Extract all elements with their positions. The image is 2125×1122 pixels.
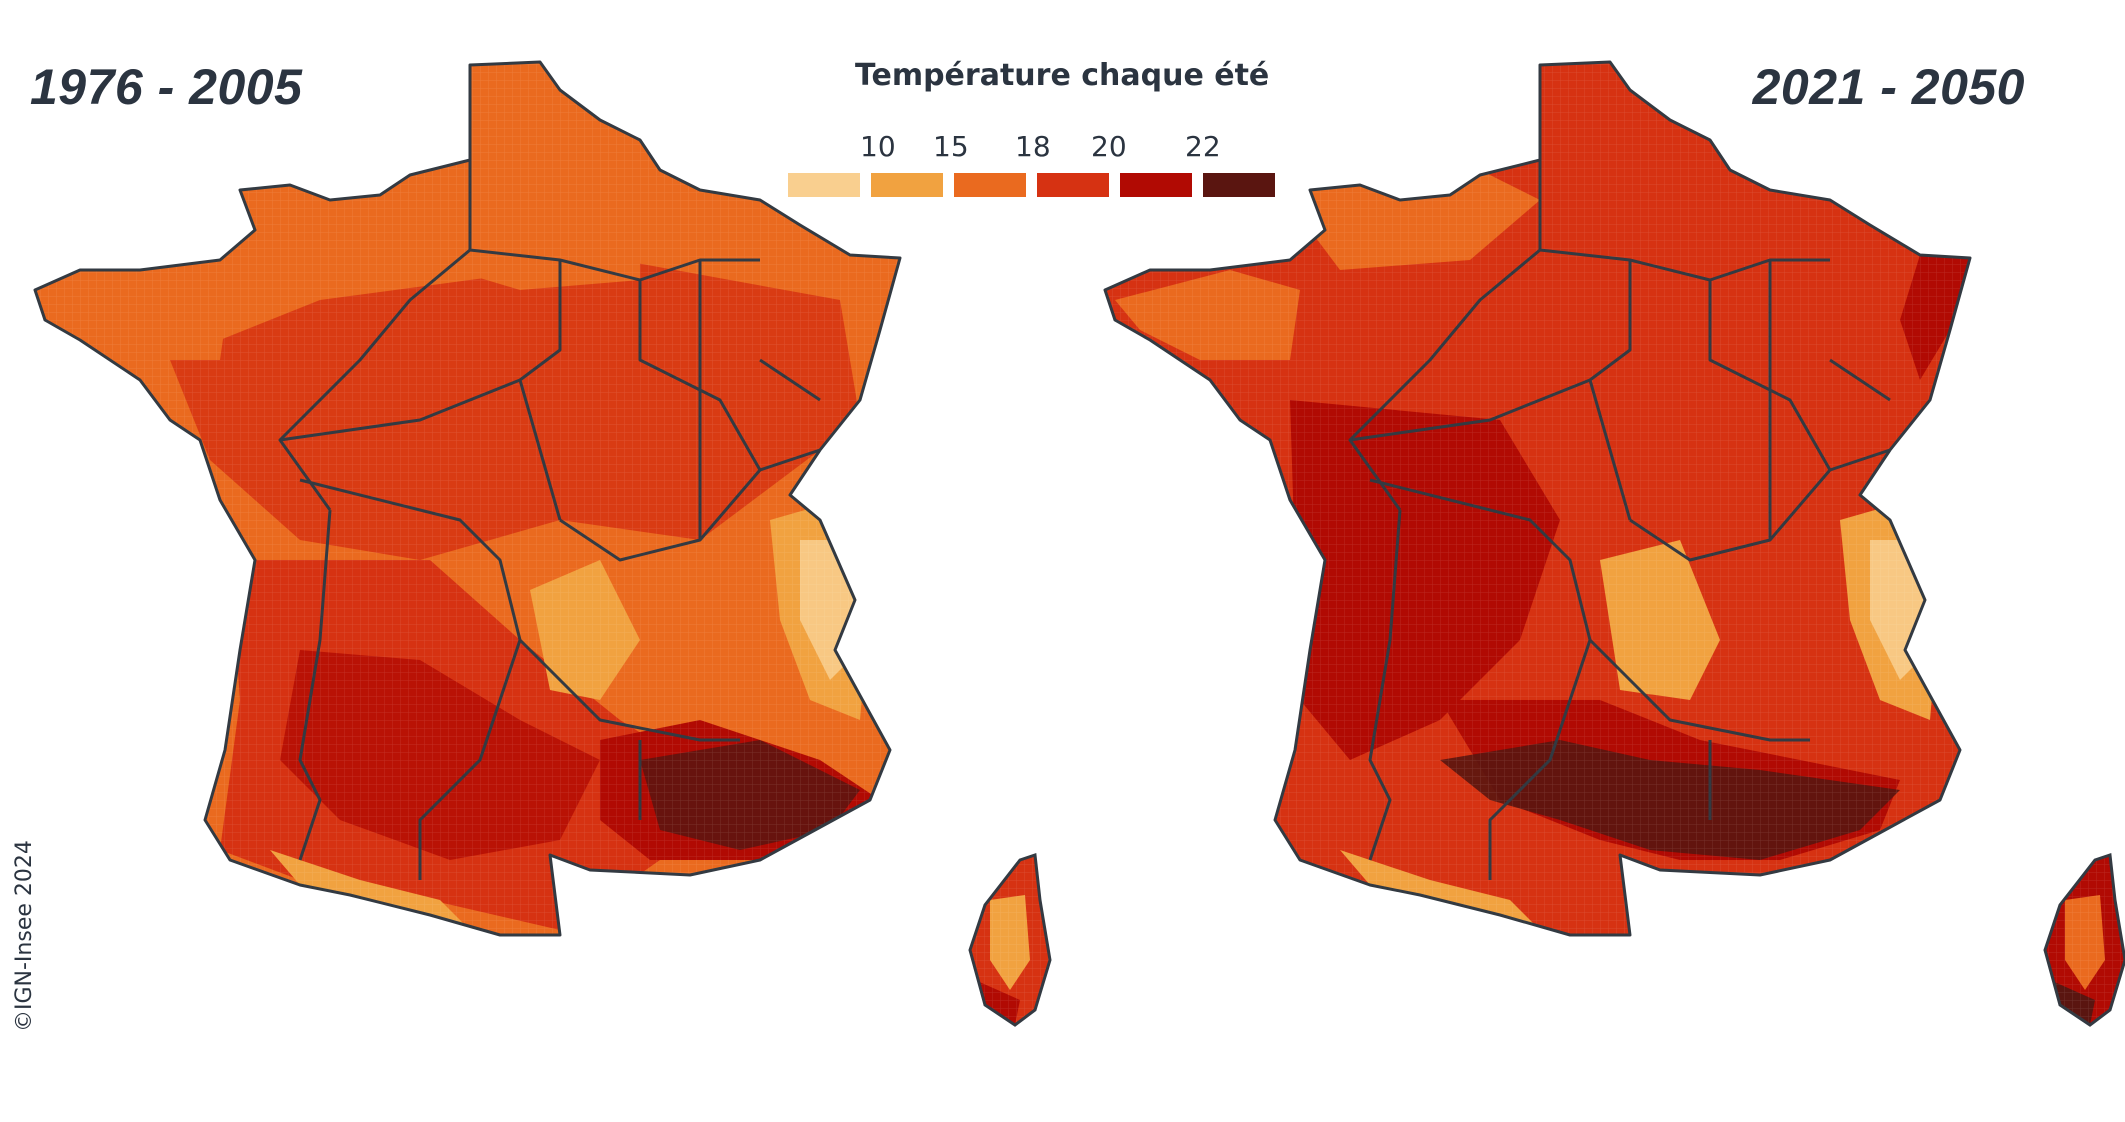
legend-swatch-above-22 [1203, 173, 1275, 197]
france-temperature-fill-right [1105, 62, 1970, 935]
legend-swatch-18-20 [1037, 173, 1109, 197]
france-temperature-fill-left [35, 62, 900, 935]
legend-swatch-10-15 [871, 173, 943, 197]
legend-tick-15: 15 [933, 130, 969, 163]
legend-tick-18: 18 [1015, 130, 1051, 163]
map-2021-2050 [1103, 60, 2125, 1027]
corsica-temperature-fill-left [970, 855, 1050, 1025]
legend-swatch-15-18 [954, 173, 1026, 197]
legend-tick-10: 10 [860, 130, 896, 163]
map-title-2021-2050: 2021 - 2050 [1752, 59, 2025, 115]
legend-tick-22: 22 [1185, 130, 1221, 163]
map-title-1976-2005: 1976 - 2005 [30, 59, 303, 115]
legend-swatch-20-22 [1120, 173, 1192, 197]
legend-tick-20: 20 [1091, 130, 1127, 163]
legend-swatch-below-10 [788, 173, 860, 197]
legend-title: Température chaque été [855, 58, 1270, 93]
map-1976-2005 [33, 60, 1052, 1027]
